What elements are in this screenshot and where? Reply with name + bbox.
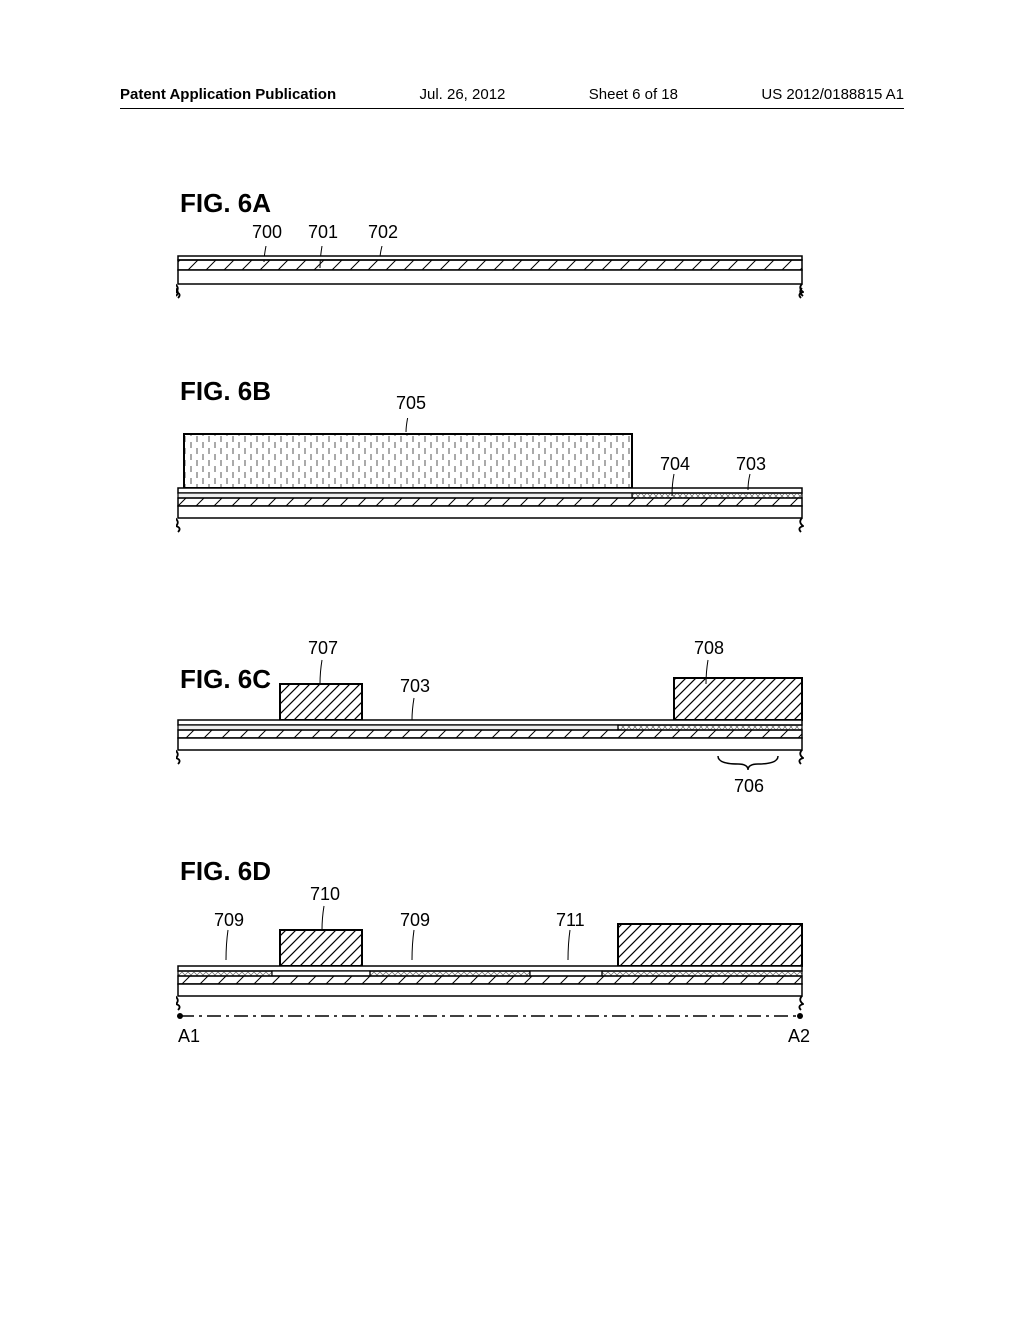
header-pubno: US 2012/0188815 A1: [761, 86, 904, 103]
header-publication: Patent Application Publication: [120, 86, 336, 103]
header-date: Jul. 26, 2012: [419, 86, 505, 103]
ref-702: 702: [368, 222, 398, 243]
ref-707: 707: [308, 638, 338, 659]
fig-6b-label: FIG. 6B: [180, 376, 271, 407]
fig-6d-label: FIG. 6D: [180, 856, 271, 887]
ref-700: 700: [252, 222, 282, 243]
header-sheet: Sheet 6 of 18: [589, 86, 678, 103]
fig-6b-diagram: [176, 418, 804, 538]
ref-701: 701: [308, 222, 338, 243]
fig-6a-label: FIG. 6A: [180, 188, 271, 219]
fig-6d-diagram: [176, 900, 804, 1030]
ref-708: 708: [694, 638, 724, 659]
fig-6c-diagram: [176, 658, 804, 786]
fig-6a-diagram: [176, 246, 804, 306]
header-rule: [120, 108, 904, 109]
ref-705: 705: [396, 393, 426, 414]
page-header: Patent Application Publication Jul. 26, …: [0, 86, 1024, 103]
